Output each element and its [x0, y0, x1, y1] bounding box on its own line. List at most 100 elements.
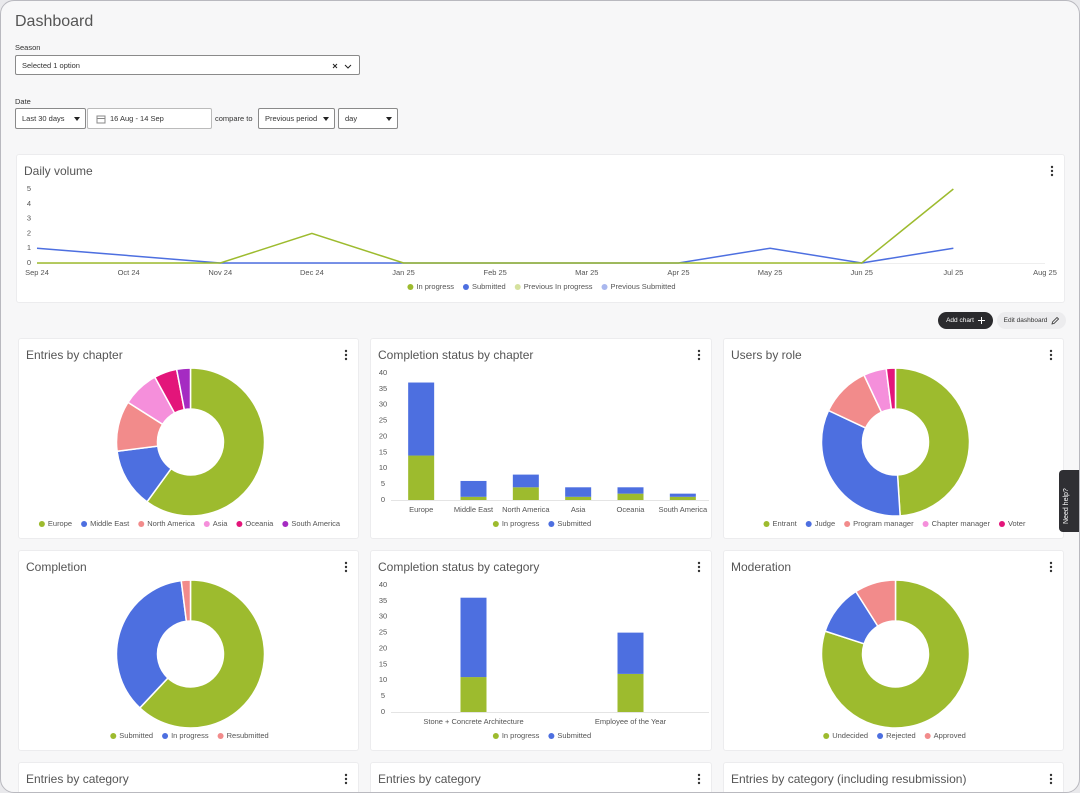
chart-card: Completion Submitted In progress Resubmitte…	[18, 550, 359, 751]
edit-dashboard-text: Edit dashboard	[1003, 317, 1048, 324]
y-tick-label: 5	[27, 184, 31, 193]
menu-dot	[1049, 569, 1053, 573]
legend: In progress Submitted Previous In progress…	[407, 282, 676, 291]
menu-dot	[344, 353, 348, 357]
legend-label: Oceania	[245, 519, 274, 528]
y-tick-label: 4	[27, 199, 31, 208]
bar-segment	[617, 487, 644, 494]
legend-swatch	[844, 521, 851, 527]
range-value: Last 30 days	[22, 114, 65, 123]
y-tick-label: 35	[379, 596, 387, 605]
legend-label: Resubmitted	[227, 731, 269, 740]
y-tick-label: 15	[379, 659, 387, 668]
add-chart-text: Add chart	[946, 317, 974, 324]
x-tick-label: South America	[658, 505, 708, 514]
menu-dot	[697, 349, 701, 353]
bar-segment	[408, 382, 435, 456]
menu-dot	[1049, 777, 1053, 781]
menu-dot	[344, 781, 348, 785]
help-tab[interactable]: Need help?	[1059, 470, 1079, 532]
legend-swatch	[548, 733, 555, 739]
card-menu[interactable]	[344, 349, 348, 361]
add-chart-button[interactable]: Add chart	[938, 312, 993, 329]
y-tick-label: 30	[379, 400, 387, 409]
y-tick-label: 25	[379, 416, 387, 425]
x-tick-label: Aug 25	[1033, 268, 1057, 277]
y-tick-label: 35	[379, 384, 387, 393]
chart-card: Daily volume 0 1 2 3 4 5 Sep 24 Oct 24 Nov 24 Dec …	[16, 154, 1065, 303]
card-menu[interactable]	[344, 561, 348, 573]
chart-card: Entries by category	[370, 762, 712, 792]
card-menu[interactable]	[1050, 165, 1054, 177]
menu-dot	[344, 565, 348, 569]
legend-label: Submitted	[472, 282, 506, 291]
legend-label: Undecided	[832, 731, 868, 740]
card-menu[interactable]	[344, 773, 348, 785]
card-title: Completion status by category	[378, 560, 539, 574]
menu-dot	[697, 781, 701, 785]
card-title: Users by role	[731, 348, 802, 362]
legend-swatch	[922, 521, 929, 527]
legend-label: Judge	[815, 519, 835, 528]
menu-dot	[1049, 357, 1053, 361]
legend-swatch	[823, 733, 830, 739]
y-tick-label: 20	[379, 431, 387, 440]
date-range-value: 16 Aug - 14 Sep	[110, 114, 164, 123]
legend-swatch	[514, 284, 521, 290]
menu-dot	[1049, 781, 1053, 785]
x-tick-label: Mar 25	[575, 268, 598, 277]
date-range-input[interactable]: 16 Aug - 14 Sep	[87, 108, 212, 129]
card-menu[interactable]	[697, 349, 701, 361]
card-menu[interactable]	[1049, 561, 1053, 573]
chart-card: Completion status by chapter 0 5 10 15 20 25 30…	[370, 338, 712, 539]
y-tick-label: 0	[381, 495, 385, 504]
legend-label: Middle East	[90, 519, 130, 528]
card-menu[interactable]	[1049, 773, 1053, 785]
legend-label: South America	[291, 519, 341, 528]
legend-label: In progress	[502, 731, 540, 740]
legend-label: Approved	[934, 731, 966, 740]
season-select[interactable]: Selected 1 option	[15, 55, 360, 75]
donut-slice	[820, 409, 901, 517]
range-select[interactable]: Last 30 days	[15, 108, 86, 129]
legend-label: Submitted	[557, 519, 591, 528]
legend-swatch	[407, 284, 414, 290]
menu-dot	[697, 565, 701, 569]
chart-card: Moderation Undecided Rejected Approved	[723, 550, 1064, 751]
card-title: Entries by category	[26, 772, 129, 786]
date-label: Date	[15, 97, 31, 106]
card-menu[interactable]	[1049, 349, 1053, 361]
menu-dot	[697, 773, 701, 777]
interval-select[interactable]: day	[338, 108, 398, 129]
legend-label: Submitted	[557, 731, 591, 740]
legend-swatch	[462, 284, 469, 290]
compare-label: compare to	[215, 114, 253, 123]
card-menu[interactable]	[697, 773, 701, 785]
legend-swatch	[217, 733, 224, 739]
card-menu[interactable]	[697, 561, 701, 573]
edit-dashboard-button[interactable]: Edit dashboard	[997, 312, 1066, 329]
chart-card: Users by role Entrant Judge Program manager…	[723, 338, 1064, 539]
compare-select[interactable]: Previous period	[258, 108, 335, 129]
legend-label: North America	[147, 519, 195, 528]
legend-swatch	[162, 733, 169, 739]
y-tick-label: 10	[379, 463, 387, 472]
y-tick-label: 25	[379, 628, 387, 637]
legend-swatch	[110, 733, 117, 739]
card-title: Entries by category (including resubmiss…	[731, 772, 966, 786]
menu-dot	[1049, 561, 1053, 565]
card-canvas: Users by role Entrant Judge Program manager…	[731, 348, 1053, 528]
menu-dot	[344, 561, 348, 565]
legend-label: Entrant	[773, 519, 798, 528]
legend-label: Submitted	[119, 731, 153, 740]
bar-segment	[565, 487, 592, 497]
card-canvas: Moderation Undecided Rejected Approved	[731, 560, 1053, 740]
x-tick-label: North America	[502, 505, 550, 514]
legend-swatch	[763, 521, 770, 527]
x-tick-label: Sep 24	[25, 268, 49, 277]
season-label: Season	[15, 43, 41, 52]
bar-segment	[617, 632, 644, 674]
bar-segment	[669, 493, 696, 497]
season-value: Selected 1 option	[22, 60, 80, 70]
